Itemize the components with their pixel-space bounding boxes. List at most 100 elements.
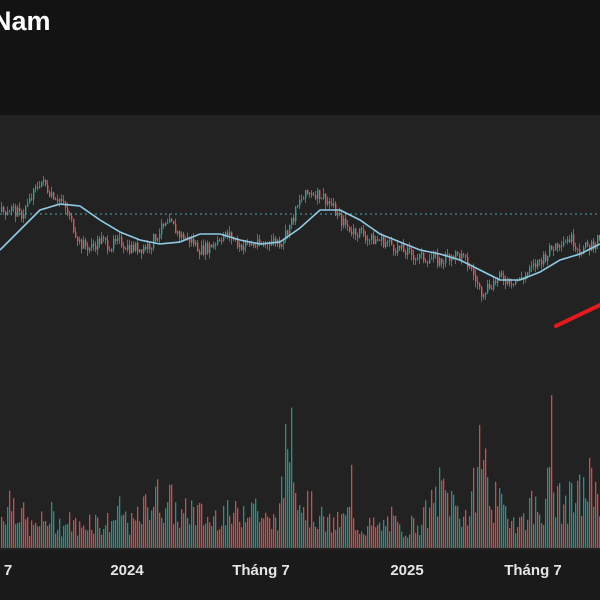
candle-body [1,206,3,212]
volume-bar [289,462,291,548]
volume-bar [83,525,85,548]
volume-bar [327,517,329,548]
volume-bar [471,491,473,548]
volume-bar [339,527,341,548]
x-tick-label: 2025 [390,562,423,579]
volume-bar [241,527,243,548]
volume-bar [349,506,351,548]
candle-body [163,223,165,226]
candle-body [147,243,149,250]
volume-bar [557,485,559,548]
volume-bar [155,486,157,548]
x-tick-label: Tháng 7 [504,562,562,579]
candle-body [467,256,469,268]
candle-body [269,244,271,246]
candle-body [151,247,153,250]
candle-body [287,230,289,236]
volume-bar [311,491,313,548]
candle-body [543,254,545,265]
candle-body [527,272,529,276]
volume-bar [201,503,203,548]
candle-body [429,259,431,264]
volume-bar [473,467,475,548]
volume-bar [431,490,433,548]
candle-body [485,292,487,296]
volume-bar [341,514,343,548]
candle-body [231,232,233,239]
volume-bar [9,490,11,548]
candle-body [531,265,533,268]
chart-area [0,115,600,550]
volume-bar [443,478,445,548]
volume-bar [391,506,393,548]
volume-bar [283,498,285,548]
volume-bar [229,515,231,548]
candle-body [237,239,239,248]
volume-bar [503,504,505,548]
candle-body [159,234,161,239]
volume-bar [149,519,151,548]
volume-bar [281,476,283,548]
candle-body [533,263,535,266]
candle-body [549,245,551,256]
volume-bar [575,502,577,548]
volume-bar [63,525,65,548]
volume-bar [571,483,573,548]
volume-bar [467,525,469,548]
volume-bar [7,506,9,548]
volume-bar [267,516,269,548]
candle-body [75,232,77,238]
volume-bar [33,524,35,548]
volume-bar [213,516,215,548]
volume-bar [203,525,205,548]
volume-bar [573,512,575,548]
candle-body [303,198,305,200]
candle-body [291,217,293,225]
volume-bar [119,496,121,548]
volume-bar [437,516,439,548]
candle-body [463,253,465,255]
volume-bar [297,510,299,548]
volume-bar [265,512,267,548]
candle-body [553,249,555,251]
candle-body [223,235,225,241]
candle-body [461,253,463,260]
volume-bar [85,529,87,548]
candle-body [421,252,423,255]
volume-bar [427,528,429,548]
candle-body [321,197,323,200]
candle-body [11,206,13,211]
candle-body [347,224,349,227]
candle-body [455,251,457,259]
volume-bar [303,507,305,548]
candle-body [425,260,427,263]
volume-bar [187,517,189,548]
candle-body [35,186,37,190]
candle-body [469,267,471,269]
page-title: Nam [0,6,51,36]
volume-bar [35,522,37,548]
candle-body [323,193,325,198]
candle-body [215,243,217,245]
candle-body [387,241,389,243]
volume-bar [181,509,183,548]
candle-body [167,222,169,224]
candle-body [241,244,243,251]
volume-bar [215,510,217,548]
candle-body [49,192,51,197]
candle-body [83,240,85,249]
volume-bar [183,513,185,548]
volume-bar [317,528,319,548]
candle-body [227,232,229,237]
candle-body [13,206,15,208]
candle-body [131,244,133,254]
candle-body [497,277,499,283]
candle-body [121,237,123,247]
candle-body [61,199,63,201]
candle-body [233,238,235,240]
candle-body [261,244,263,246]
volume-bar [301,512,303,548]
x-tick-label: 7 [4,562,12,579]
volume-bar [221,525,223,548]
candle-body [17,207,19,217]
